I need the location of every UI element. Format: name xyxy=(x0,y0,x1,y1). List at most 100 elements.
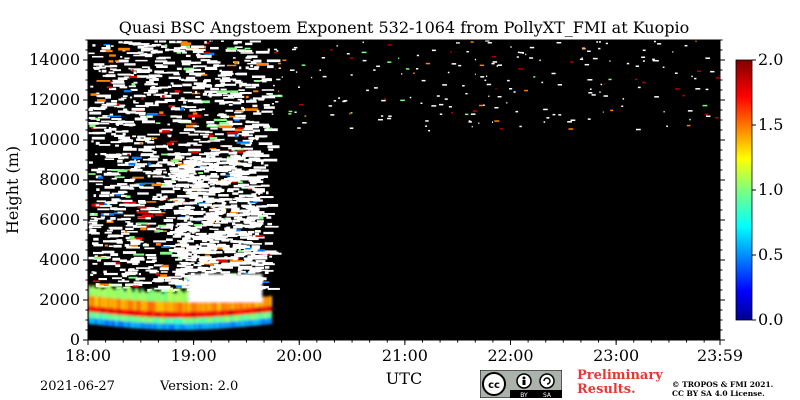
cc-license-badge: cc BY SA xyxy=(480,370,562,398)
noise-cell xyxy=(110,226,123,230)
noise-cell xyxy=(224,256,228,259)
noise-cell xyxy=(122,274,128,278)
noise-cell xyxy=(163,244,176,248)
noise-cell xyxy=(154,64,163,67)
noise-cell xyxy=(206,212,218,215)
layer-cell xyxy=(259,297,262,308)
noise-cell xyxy=(653,40,656,43)
noise-cell xyxy=(336,45,339,47)
noise-cell xyxy=(529,57,534,59)
noise-cell xyxy=(162,204,174,207)
noise-cell xyxy=(129,168,143,172)
noise-cell xyxy=(235,81,243,84)
layer-cell xyxy=(132,291,135,301)
layer-cell xyxy=(113,298,116,309)
layer-cell xyxy=(117,314,120,321)
layer-cell xyxy=(166,301,169,312)
noise-cell xyxy=(110,128,115,131)
layer-cell xyxy=(221,322,224,329)
noise-cell xyxy=(194,91,198,95)
noise-cell xyxy=(180,222,194,226)
noise-cell xyxy=(141,97,144,100)
layer-cell xyxy=(259,313,262,320)
noise-cell xyxy=(241,204,253,208)
noise-cell xyxy=(177,242,187,245)
noise-cell xyxy=(192,86,198,90)
noise-cell xyxy=(160,274,168,277)
noise-cell xyxy=(200,256,212,259)
noise-cell xyxy=(208,162,214,166)
noise-cell xyxy=(513,91,516,93)
noise-cell xyxy=(220,198,233,201)
noise-cell xyxy=(186,269,198,272)
layer-cell xyxy=(134,316,137,323)
noise-cell xyxy=(175,258,183,261)
noise-cell xyxy=(322,75,327,78)
noise-cell xyxy=(103,262,116,266)
noise-cell xyxy=(462,85,465,87)
noise-cell xyxy=(167,123,171,126)
noise-cell xyxy=(131,107,145,111)
layer-cell xyxy=(109,308,112,315)
noise-cell xyxy=(140,115,147,118)
noise-cell xyxy=(209,240,220,243)
noise-cell xyxy=(193,224,203,227)
layer-cell xyxy=(166,291,169,302)
noise-cell xyxy=(178,172,185,175)
noise-cell xyxy=(118,47,130,51)
noise-cell xyxy=(603,95,609,97)
noise-cell xyxy=(551,72,556,75)
layer-cell xyxy=(170,323,173,330)
noise-cell xyxy=(233,225,243,229)
noise-cell xyxy=(472,110,478,112)
noise-cell xyxy=(197,84,212,87)
noise-cell xyxy=(233,216,238,220)
noise-cell xyxy=(223,96,235,99)
noise-cell xyxy=(194,48,206,51)
noise-cell xyxy=(89,230,97,234)
noise-cell xyxy=(148,266,154,269)
noise-cell xyxy=(233,240,237,243)
layer-cell xyxy=(109,314,112,321)
noise-cell xyxy=(581,47,586,50)
noise-cell xyxy=(97,208,110,211)
noise-cell xyxy=(232,79,242,82)
noise-cell xyxy=(124,63,136,66)
layer-cell xyxy=(159,317,163,324)
noise-cell xyxy=(488,95,490,98)
noise-cell xyxy=(256,110,260,113)
noise-cell xyxy=(213,64,225,67)
noise-cell xyxy=(431,105,437,107)
layer-cell xyxy=(208,311,211,318)
layer-cell xyxy=(104,287,108,298)
noise-cell xyxy=(229,173,243,177)
layer-cell xyxy=(132,300,135,311)
noise-cell xyxy=(589,88,592,91)
noise-cell xyxy=(128,67,131,70)
noise-cell xyxy=(193,144,202,146)
layer-cell xyxy=(140,288,144,301)
noise-cell xyxy=(156,163,160,165)
noise-cell xyxy=(282,59,287,62)
noise-cell xyxy=(338,97,341,99)
layer-cell xyxy=(115,308,118,315)
noise-cell xyxy=(211,200,215,203)
noise-cell xyxy=(416,54,420,57)
layer-cell xyxy=(191,323,194,330)
noise-cell xyxy=(153,264,164,267)
layer-cell xyxy=(185,317,188,324)
noise-cell xyxy=(168,105,175,108)
noise-cell xyxy=(137,206,152,209)
noise-cell xyxy=(197,162,211,165)
layer-cell xyxy=(178,302,182,312)
noise-cell xyxy=(494,106,499,109)
noise-cell xyxy=(199,175,206,178)
noise-cell xyxy=(245,66,249,70)
layer-cell xyxy=(265,296,268,307)
layer-cell xyxy=(94,312,97,319)
layer-cell xyxy=(142,310,146,317)
layer-cell xyxy=(164,301,167,312)
layer-cell xyxy=(180,301,184,312)
noise-cell xyxy=(255,251,267,254)
noise-cell xyxy=(428,129,431,132)
